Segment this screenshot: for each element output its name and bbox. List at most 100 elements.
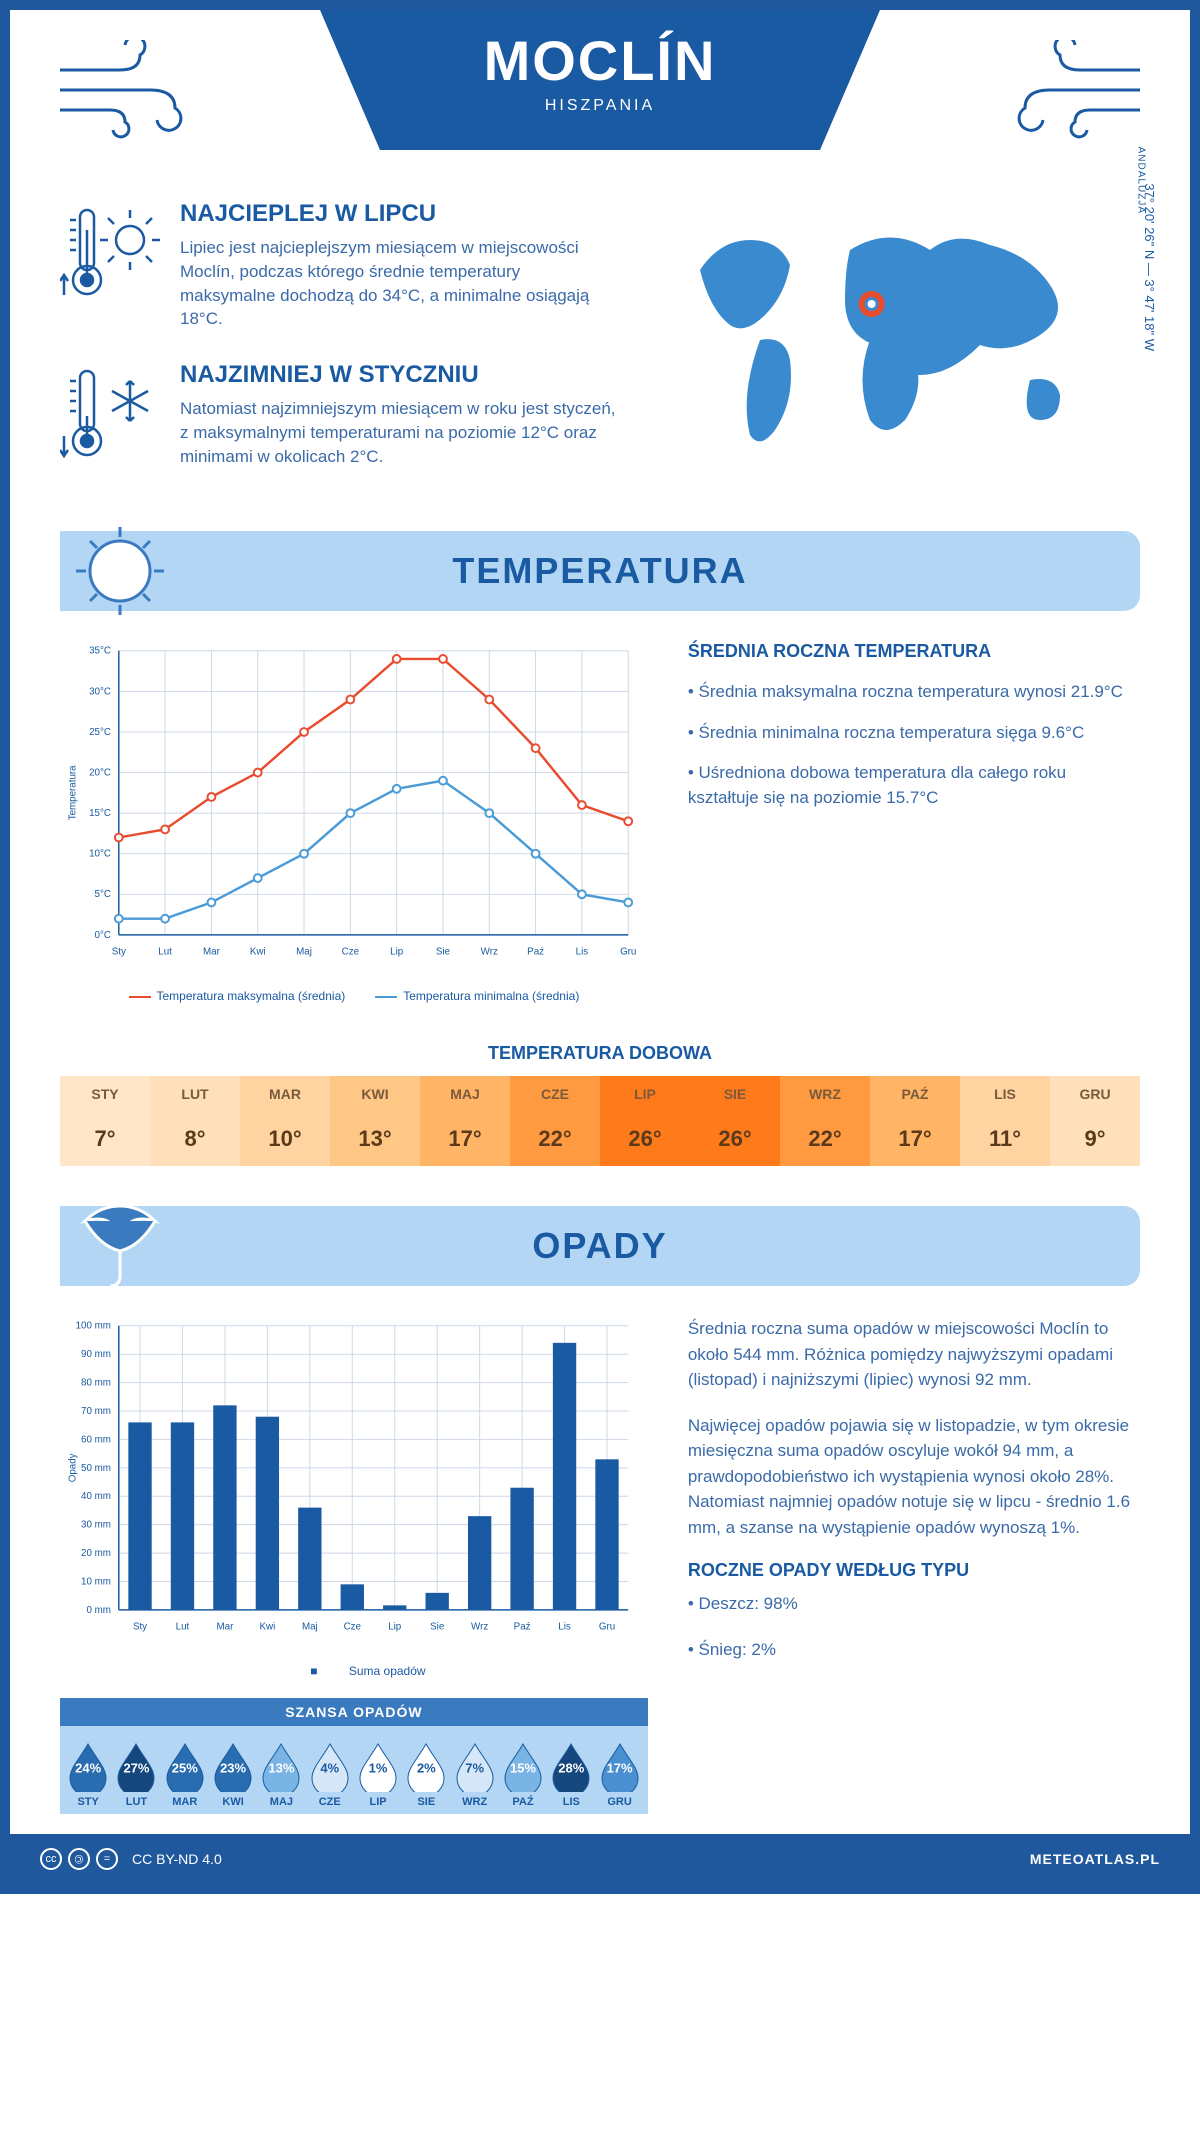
- heat-month: SIE: [690, 1076, 780, 1112]
- drop-pct: 17%: [607, 1761, 633, 1776]
- cold-block: NAJZIMNIEJ W STYCZNIU Natomiast najzimni…: [60, 361, 620, 471]
- heat-month: LIS: [960, 1076, 1050, 1112]
- drop-cell: 17% GRU: [595, 1740, 643, 1808]
- precip-p1: Średnia roczna suma opadów w miejscowośc…: [688, 1316, 1140, 1393]
- drop-pct: 24%: [75, 1761, 101, 1776]
- cc-icon: cc: [40, 1848, 62, 1870]
- precip-legend: ■ Suma opadów: [60, 1664, 648, 1678]
- svg-text:Sty: Sty: [112, 947, 126, 958]
- hot-block: NAJCIEPLEJ W LIPCU Lipiec jest najcieple…: [60, 200, 620, 331]
- cold-text: Natomiast najzimniejszym miesiącem w rok…: [180, 397, 620, 468]
- drop-month: LIP: [354, 1796, 402, 1808]
- svg-text:15°C: 15°C: [89, 808, 111, 819]
- precipitation-bar: OPADY: [60, 1206, 1140, 1286]
- svg-text:40 mm: 40 mm: [81, 1491, 111, 1502]
- drop-icon: 23%: [211, 1740, 255, 1792]
- heat-cell: SIE26°: [690, 1076, 780, 1166]
- heat-value: 17°: [420, 1112, 510, 1166]
- drop-cell: 25% MAR: [161, 1740, 209, 1808]
- license-text: CC BY-ND 4.0: [132, 1851, 222, 1867]
- nd-icon: =: [96, 1848, 118, 1870]
- svg-text:10°C: 10°C: [89, 849, 111, 860]
- heat-month: MAJ: [420, 1076, 510, 1112]
- drop-cell: 23% KWI: [209, 1740, 257, 1808]
- svg-text:30°C: 30°C: [89, 687, 111, 698]
- heat-value: 7°: [60, 1112, 150, 1166]
- drop-pct: 23%: [220, 1761, 246, 1776]
- svg-text:70 mm: 70 mm: [81, 1406, 111, 1417]
- drop-month: SIE: [402, 1796, 450, 1808]
- svg-text:Lip: Lip: [388, 1622, 402, 1633]
- heat-cell: MAJ17°: [420, 1076, 510, 1166]
- heat-value: 13°: [330, 1112, 420, 1166]
- temp-info: ŚREDNIA ROCZNA TEMPERATURA • Średnia mak…: [688, 641, 1140, 1003]
- temperature-title: TEMPERATURA: [452, 550, 747, 592]
- svg-text:Mar: Mar: [203, 947, 221, 958]
- thermometer-hot-icon: [60, 200, 160, 310]
- by-icon: 🄯: [68, 1848, 90, 1870]
- heat-cell: STY7°: [60, 1076, 150, 1166]
- title-block: MOCLÍN HISZPANIA: [360, 28, 840, 115]
- svg-text:5°C: 5°C: [95, 889, 111, 900]
- heat-cell: PAŹ17°: [870, 1076, 960, 1166]
- svg-text:Gru: Gru: [599, 1622, 615, 1633]
- heat-cell: WRZ22°: [780, 1076, 870, 1166]
- heat-cell: GRU9°: [1050, 1076, 1140, 1166]
- svg-text:Lut: Lut: [176, 1622, 190, 1633]
- drop-month: MAJ: [257, 1796, 305, 1808]
- heat-cell: LIS11°: [960, 1076, 1050, 1166]
- precip-left: 0 mm10 mm20 mm30 mm40 mm50 mm60 mm70 mm8…: [60, 1316, 648, 1814]
- svg-text:80 mm: 80 mm: [81, 1378, 111, 1389]
- temp-legend: Temperatura maksymalna (średnia) Tempera…: [60, 989, 648, 1003]
- heat-value: 22°: [780, 1112, 870, 1166]
- svg-text:Wrz: Wrz: [471, 1622, 488, 1633]
- precip-info: Średnia roczna suma opadów w miejscowośc…: [688, 1316, 1140, 1814]
- svg-text:Sie: Sie: [430, 1622, 444, 1633]
- drop-month: CZE: [306, 1796, 354, 1808]
- umbrella-icon: [70, 1196, 170, 1296]
- svg-text:Maj: Maj: [296, 947, 312, 958]
- svg-text:Opady: Opady: [68, 1454, 79, 1483]
- svg-text:0 mm: 0 mm: [86, 1605, 110, 1616]
- hot-title: NAJCIEPLEJ W LIPCU: [180, 200, 620, 228]
- drop-icon: 2%: [404, 1740, 448, 1792]
- heat-value: 10°: [240, 1112, 330, 1166]
- svg-text:Gru: Gru: [620, 947, 636, 958]
- heat-value: 11°: [960, 1112, 1050, 1166]
- temp-info-bullet: • Średnia maksymalna roczna temperatura …: [688, 680, 1140, 705]
- drop-cell: 15% PAŹ: [499, 1740, 547, 1808]
- svg-text:60 mm: 60 mm: [81, 1435, 111, 1446]
- svg-text:100 mm: 100 mm: [76, 1321, 111, 1332]
- drop-icon: 25%: [163, 1740, 207, 1792]
- svg-text:Lip: Lip: [390, 947, 404, 958]
- drop-icon: 28%: [549, 1740, 593, 1792]
- svg-text:10 mm: 10 mm: [81, 1577, 111, 1588]
- drop-cell: 13% MAJ: [257, 1740, 305, 1808]
- chance-block: SZANSA OPADÓW 24% STY 27% LUT 25% MAR 23…: [60, 1698, 648, 1814]
- precip-type-bullet: • Deszcz: 98%: [688, 1591, 1140, 1617]
- heat-month: LIP: [600, 1076, 690, 1112]
- svg-text:Kwi: Kwi: [250, 947, 266, 958]
- heat-value: 9°: [1050, 1112, 1140, 1166]
- drop-month: MAR: [161, 1796, 209, 1808]
- drop-pct: 7%: [465, 1761, 484, 1776]
- svg-text:25°C: 25°C: [89, 727, 111, 738]
- drop-pct: 25%: [172, 1761, 198, 1776]
- drop-cell: 4% CZE: [306, 1740, 354, 1808]
- svg-text:Paź: Paź: [527, 947, 544, 958]
- heat-month: CZE: [510, 1076, 600, 1112]
- svg-text:Sie: Sie: [436, 947, 450, 958]
- svg-text:50 mm: 50 mm: [81, 1463, 111, 1474]
- chance-title: SZANSA OPADÓW: [60, 1698, 648, 1726]
- precip-p2: Najwięcej opadów pojawia się w listopadz…: [688, 1413, 1140, 1541]
- heat-month: STY: [60, 1076, 150, 1112]
- wind-icon: [1010, 40, 1150, 140]
- daily-temp-table: STY7°LUT8°MAR10°KWI13°MAJ17°CZE22°LIP26°…: [60, 1076, 1140, 1166]
- heat-month: PAŹ: [870, 1076, 960, 1112]
- intro-text: NAJCIEPLEJ W LIPCU Lipiec jest najcieple…: [60, 200, 620, 501]
- svg-text:90 mm: 90 mm: [81, 1349, 111, 1360]
- temp-info-bullet: • Uśredniona dobowa temperatura dla całe…: [688, 761, 1140, 810]
- footer: cc 🄯 = CC BY-ND 4.0 METEOATLAS.PL: [10, 1834, 1190, 1884]
- svg-text:20°C: 20°C: [89, 768, 111, 779]
- drop-pct: 2%: [417, 1761, 436, 1776]
